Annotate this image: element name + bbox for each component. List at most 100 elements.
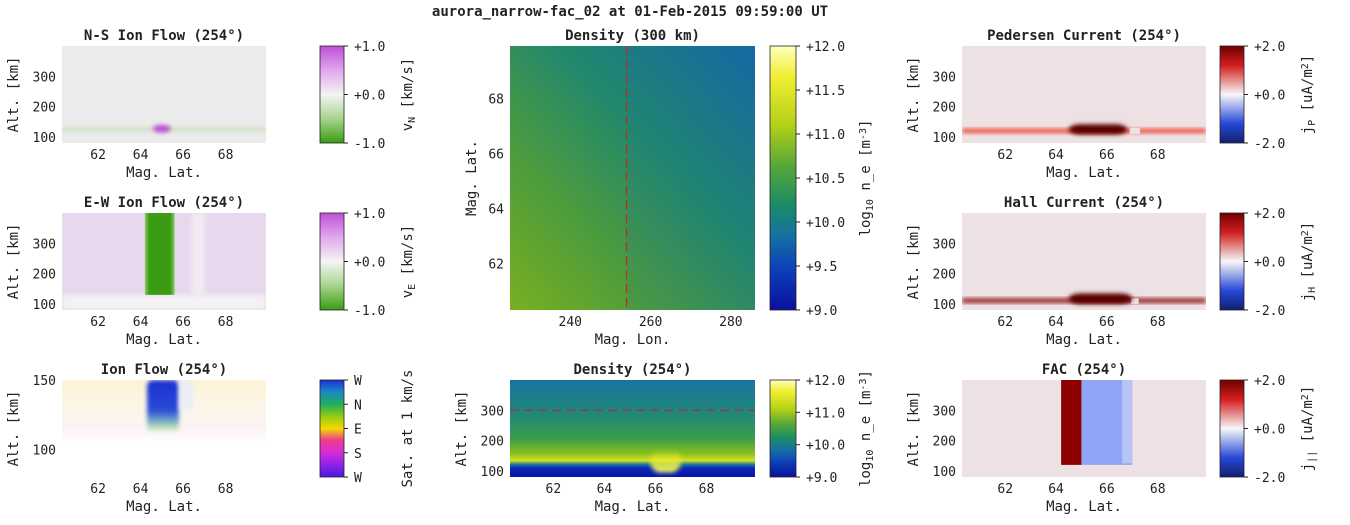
density-300km-xtick-280: 280	[719, 315, 742, 330]
panel-ion-flow: Ion Flow (254°) 62 64 66 68 100 150 Mag. Lat. Al…	[6, 362, 416, 515]
hall-current-ytick-300: 300	[933, 237, 956, 252]
ion-flow-cb-tick-2: E	[354, 423, 362, 438]
ns-ion-flow-heatmap	[62, 46, 266, 143]
density-300km-cb-tick-4: +10.0	[806, 216, 845, 231]
density-300km-ytick-66: 66	[488, 147, 504, 162]
hall-current-colorbar-label: jH [uA/m2]	[1300, 222, 1318, 302]
ns-ion-flow-xtick-68: 68	[218, 148, 234, 163]
density-300km-xtick-240: 240	[559, 315, 582, 330]
ion-flow-cb-tick-1: N	[354, 398, 362, 413]
pedersen-current-heatmap	[962, 46, 1206, 143]
ew-ion-flow-colorbar-label: vE [km/s]	[400, 225, 418, 298]
east-shade	[626, 46, 755, 310]
ew-ion-flow-xlabel: Mag. Lat.	[126, 332, 202, 348]
density-300km-cb-tick-2: +11.0	[806, 128, 845, 143]
ns-ion-flow-cb-tick-2: -1.0	[354, 137, 385, 152]
current-blob	[1068, 124, 1128, 135]
ion-flow-colorbar	[319, 379, 345, 478]
ion-flow-ytick-100: 100	[33, 443, 56, 458]
hall-current-ytick-100: 100	[933, 298, 956, 313]
ew-ion-flow-xtick-68: 68	[218, 315, 234, 330]
fac-colorbar	[1219, 379, 1245, 478]
density-254-ytick-300: 300	[481, 404, 504, 419]
ew-ion-flow-ylabel: Alt. [km]	[6, 224, 22, 300]
fac-xtick-68: 68	[1150, 482, 1166, 497]
ew-ion-flow-ytick-200: 200	[33, 268, 56, 283]
fac-xtick-62: 62	[997, 482, 1013, 497]
pedersen-current-xtick-62: 62	[997, 148, 1013, 163]
pedersen-current-ytick-100: 100	[933, 131, 956, 146]
pedersen-current-xtick-64: 64	[1048, 148, 1064, 163]
density-300km-xlabel: Mag. Lon.	[595, 332, 671, 348]
density-254-heatmap	[510, 380, 755, 477]
fac-ytick-300: 300	[933, 404, 956, 419]
ion-flow-heatmap	[62, 380, 266, 477]
fac-title: FAC (254°)	[1042, 362, 1126, 378]
fac-xlabel: Mag. Lat.	[1046, 499, 1122, 515]
current-blob	[1068, 293, 1133, 304]
ns-ion-flow-xtick-66: 66	[175, 148, 191, 163]
yellow-enhancement	[650, 449, 681, 473]
pedersen-current-xlabel: Mag. Lat.	[1046, 165, 1122, 181]
density-254-cb-tick-3: +9.0	[806, 471, 837, 486]
downward-edge	[1122, 380, 1133, 464]
fac-cb-tick-1: +0.0	[1254, 423, 1285, 438]
density-300km-colorbar	[769, 45, 797, 311]
density-254-ytick-100: 100	[481, 465, 504, 480]
ew-ion-flow-colorbar	[319, 212, 345, 311]
density-254-xtick-62: 62	[546, 482, 562, 497]
hall-current-colorbar	[1219, 212, 1245, 311]
ns-ion-flow-cb-tick-0: +1.0	[354, 40, 385, 55]
fac-colorbar-label: j|| [uA/m2]	[1300, 386, 1318, 472]
density-300km-ytick-68: 68	[488, 92, 504, 107]
pedersen-current-colorbar	[1219, 45, 1245, 144]
density-254-ylabel: Alt. [km]	[454, 391, 470, 467]
ew-ion-flow-cb-tick-0: +1.0	[354, 207, 385, 222]
hall-current-xlabel: Mag. Lat.	[1046, 332, 1122, 348]
fac-cb-tick-0: +2.0	[1254, 374, 1285, 389]
panel-hall-current: Hall Current (254°) 62 64 66 68 100 200 300 Mag.…	[906, 195, 1318, 348]
ion-flow-colorbar-label: Sat. at 1 km/s	[400, 369, 416, 487]
ion-flow-title: Ion Flow (254°)	[101, 362, 227, 378]
hall-current-ytick-200: 200	[933, 268, 956, 283]
hall-current-cb-tick-2: -2.0	[1254, 304, 1285, 319]
hall-current-xtick-68: 68	[1150, 315, 1166, 330]
figure-title: aurora_narrow-fac_02 at 01-Feb-2015 09:5…	[432, 4, 828, 20]
ns-ion-flow-ytick-300: 300	[33, 70, 56, 85]
fac-heatmap	[962, 380, 1206, 477]
density-300km-title: Density (300 km)	[565, 28, 700, 44]
ion-flow-cb-tick-4: W	[354, 471, 362, 486]
panel-ns-ion-flow: N-S Ion Flow (254°) 62 64 66 68 100 200 300 Mag.…	[6, 28, 418, 181]
heatmap-background	[510, 46, 755, 310]
pedersen-current-cb-tick-1: +0.0	[1254, 89, 1285, 104]
density-300km-colorbar-label: log10 n_e [m-3]	[858, 120, 876, 237]
green-column	[144, 213, 175, 295]
density-300km-cb-tick-1: +11.5	[806, 84, 845, 99]
hall-current-xtick-66: 66	[1099, 315, 1115, 330]
density-254-ytick-200: 200	[481, 435, 504, 450]
ion-flow-xtick-66: 66	[175, 482, 191, 497]
ion-flow-xtick-62: 62	[90, 482, 106, 497]
fac-xtick-66: 66	[1099, 482, 1115, 497]
density-300km-xtick-260: 260	[639, 315, 662, 330]
pedersen-current-ylabel: Alt. [km]	[906, 57, 922, 133]
panel-fac: FAC (254°) 62 64 66 68 100 200 300 Mag. Lat. Alt.…	[906, 362, 1318, 515]
hall-current-title: Hall Current (254°)	[1004, 195, 1164, 211]
ew-ion-flow-ytick-100: 100	[33, 298, 56, 313]
pedersen-current-xtick-66: 66	[1099, 148, 1115, 163]
ew-ion-flow-xtick-62: 62	[90, 315, 106, 330]
ion-flow-cb-tick-3: S	[354, 447, 362, 462]
ns-ion-flow-xtick-62: 62	[90, 148, 106, 163]
pedersen-current-ytick-300: 300	[933, 70, 956, 85]
lower-layer	[62, 294, 266, 310]
panel-density-300km: Density (300 km) 240 260 280 62 64 66 68 Mag. Lo…	[464, 28, 876, 348]
density-300km-cb-tick-6: +9.0	[806, 304, 837, 319]
density-300km-ylabel: Mag. Lat.	[464, 140, 480, 216]
ion-flow-xlabel: Mag. Lat.	[126, 499, 202, 515]
ns-ion-flow-ylabel: Alt. [km]	[6, 57, 22, 133]
density-254-xtick-66: 66	[648, 482, 664, 497]
fac-ylabel: Alt. [km]	[906, 391, 922, 467]
ns-ion-flow-colorbar-label: vN [km/s]	[400, 58, 418, 131]
density-254-title: Density (254°)	[573, 362, 691, 378]
